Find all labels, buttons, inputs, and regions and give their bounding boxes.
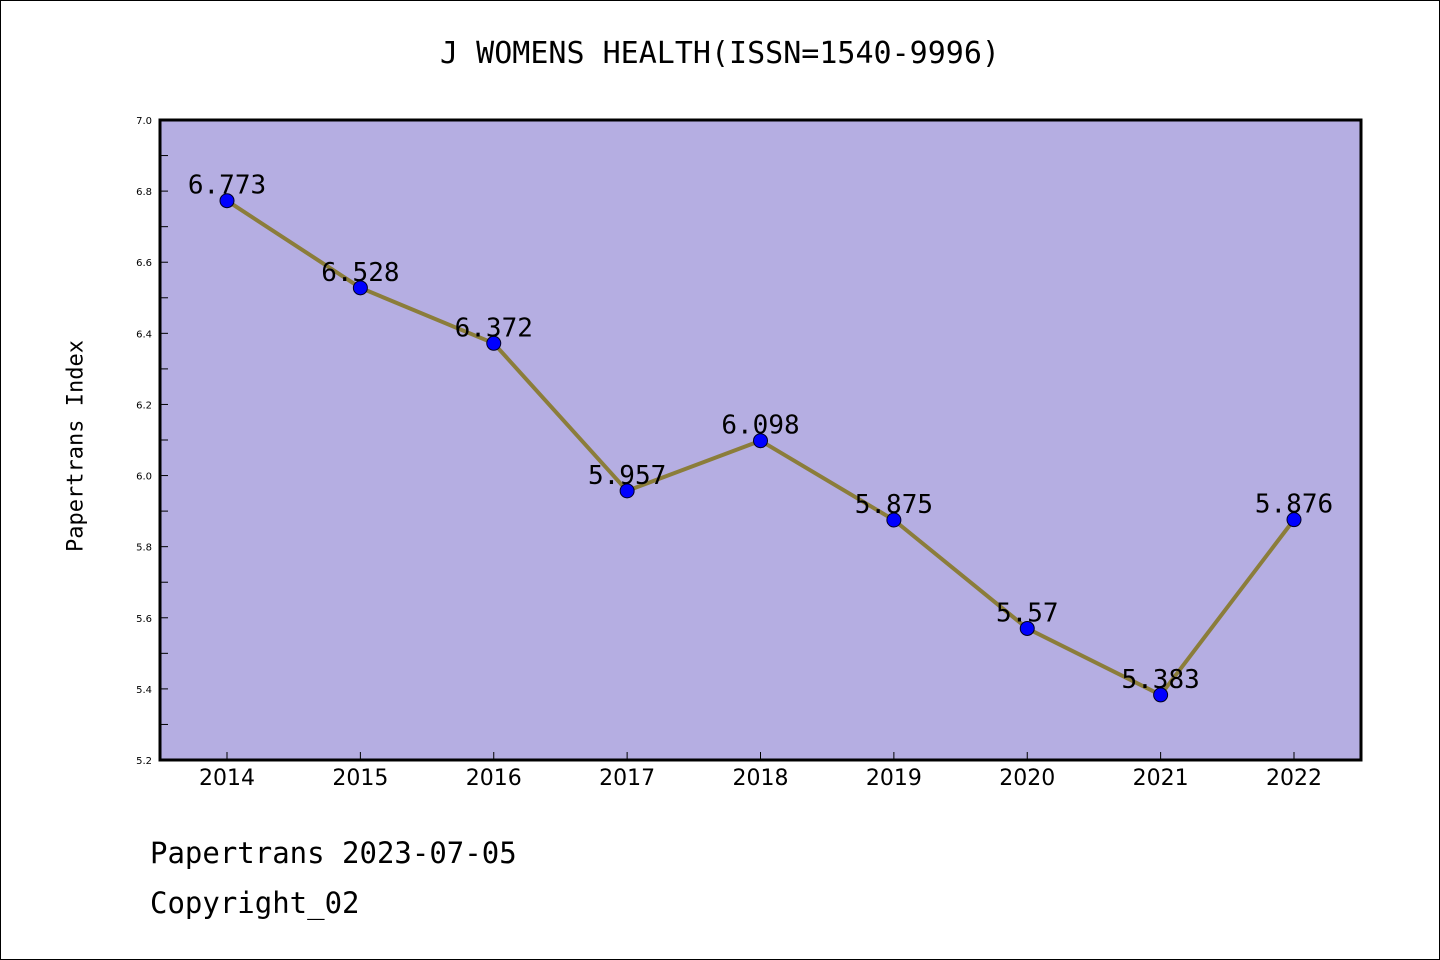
data-point	[619, 483, 635, 499]
data-label: 5.876	[1255, 490, 1333, 520]
y-tick-label: 6.4	[136, 329, 152, 340]
chart-title: J WOMENS HEALTH(ISSN=1540-9996)	[440, 36, 1000, 71]
x-tick-label: 2019	[866, 766, 922, 791]
y-tick-label: 6.8	[136, 187, 152, 198]
data-point	[1286, 512, 1302, 528]
x-tick-label: 2016	[466, 766, 522, 791]
x-tick-label: 2015	[332, 766, 388, 791]
data-point	[886, 512, 902, 528]
data-point	[219, 193, 235, 209]
x-tick-label: 2014	[199, 766, 255, 791]
x-tick-label: 2018	[733, 766, 789, 791]
data-point	[753, 433, 768, 449]
x-tick-label: 2020	[999, 766, 1055, 791]
data-label: 5.957	[588, 461, 666, 491]
data-point	[1019, 620, 1035, 636]
y-tick-label: 5.4	[136, 685, 152, 696]
data-point	[1153, 687, 1169, 703]
data-label: 6.773	[188, 171, 266, 201]
plot-border	[158, 118, 1363, 762]
data-point	[352, 280, 368, 296]
data-point	[486, 335, 502, 351]
data-label: 6.098	[721, 411, 799, 441]
y-tick-label: 6.6	[136, 258, 152, 269]
x-tick-label: 2021	[1133, 766, 1189, 791]
data-label: 5.57	[996, 598, 1059, 628]
footer-copyright: Copyright_02	[150, 886, 360, 920]
footer-date: Papertrans 2023-07-05	[150, 836, 517, 870]
x-tick-label: 2022	[1266, 766, 1322, 791]
data-label: 5.383	[1121, 665, 1199, 695]
x-tick-label: 2017	[599, 766, 655, 791]
y-tick-label: 5.2	[136, 756, 152, 767]
data-label: 5.875	[855, 490, 933, 520]
y-tick-label: 5.8	[136, 543, 152, 554]
y-tick-label: 7.0	[136, 116, 152, 127]
y-tick-label: 5.6	[136, 614, 152, 625]
data-label: 6.372	[455, 313, 533, 343]
data-label: 6.528	[321, 258, 399, 288]
y-tick-label: 6.0	[136, 472, 152, 483]
y-tick-label: 6.2	[136, 400, 152, 411]
